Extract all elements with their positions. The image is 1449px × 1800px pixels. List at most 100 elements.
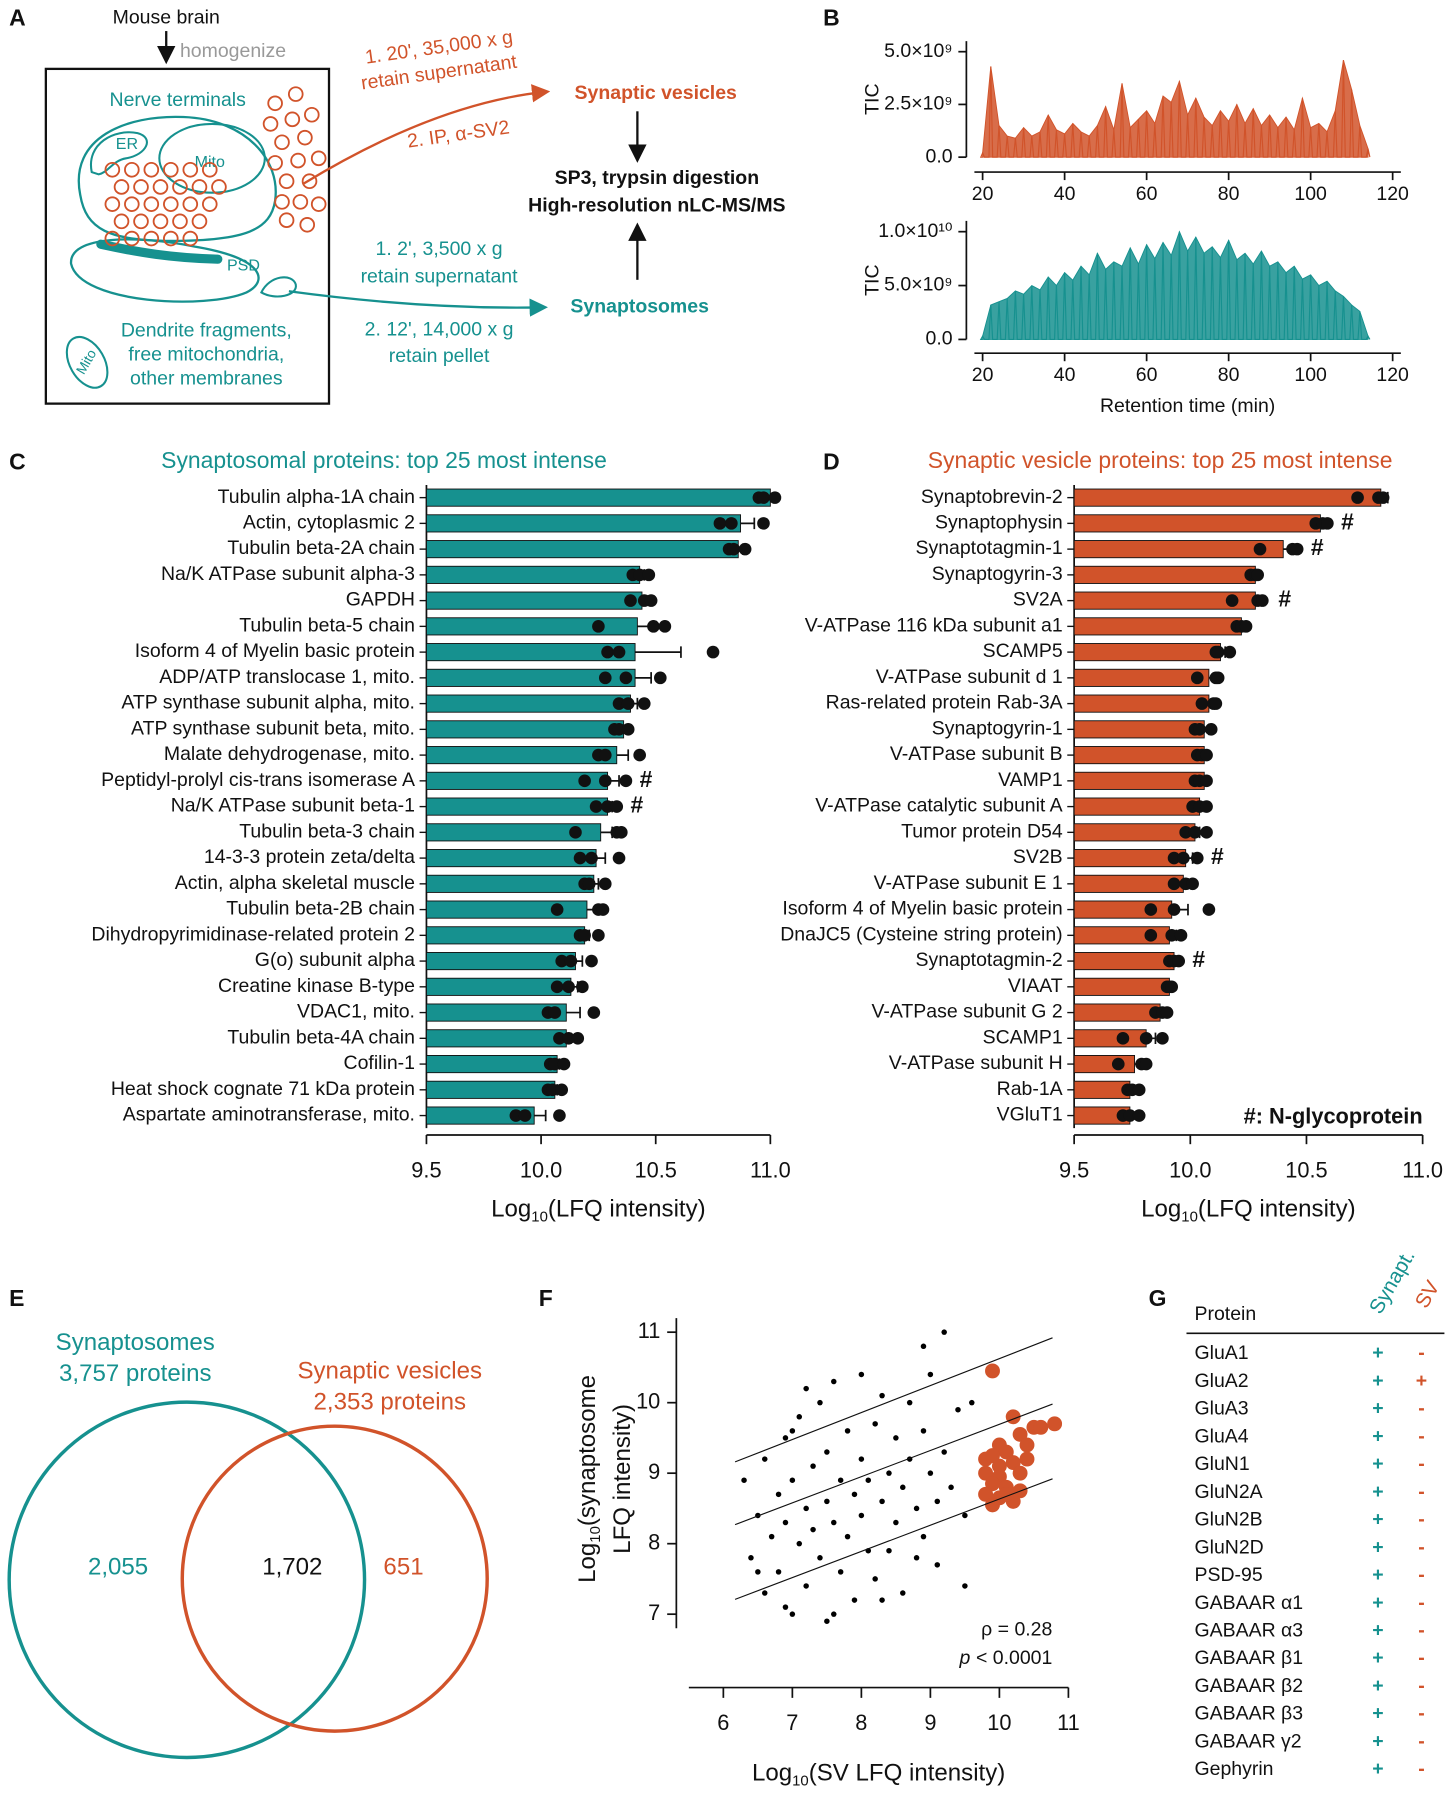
- bar: [425, 849, 597, 868]
- replicate-point: [653, 671, 667, 685]
- panel-letter: F: [539, 1285, 553, 1311]
- scatter-point: [920, 1343, 927, 1350]
- scatter-point: [978, 1486, 994, 1502]
- bar: [425, 1055, 558, 1074]
- replicate-point: [601, 645, 614, 659]
- fit-line: [734, 1337, 1053, 1463]
- x-tick-label: 11.0: [750, 1157, 791, 1182]
- x-tick-label: 9: [924, 1710, 936, 1735]
- scatter-point: [985, 1448, 1000, 1464]
- replicate-point: [1144, 903, 1158, 916]
- replicate-point: [1167, 851, 1181, 865]
- error-bar: [534, 1109, 547, 1122]
- replicate-point: [562, 1032, 575, 1045]
- scatter-point: [796, 1414, 803, 1420]
- vesicle: [172, 213, 188, 230]
- scatter-point: [941, 1329, 947, 1335]
- scatter-point: [858, 1371, 865, 1378]
- y-axis-label: TIC: [862, 264, 884, 295]
- y-tick-label: 8: [648, 1529, 660, 1554]
- venn-circle: [180, 1424, 489, 1733]
- bar: [1073, 720, 1205, 739]
- vesicle: [211, 179, 227, 195]
- replicate-point: [546, 1083, 559, 1097]
- p-value: p < 0.0001: [958, 1647, 1052, 1669]
- vesicle: [284, 111, 301, 128]
- scatter-point: [782, 1604, 789, 1610]
- x-tick-label: 11: [1057, 1710, 1080, 1735]
- analysis-step: High-resolution nLC-MS/MS: [528, 195, 785, 217]
- replicate-point: [637, 697, 651, 710]
- replicate-point: [550, 980, 564, 994]
- panel-letter: D: [823, 448, 840, 474]
- replicate-point: [1256, 594, 1269, 607]
- replicate-point: [1172, 954, 1185, 968]
- category-label: Creatine kinase B-type: [218, 975, 415, 997]
- tic-spikes: [979, 60, 1371, 158]
- synapt-presence: +: [1372, 1425, 1383, 1447]
- replicate-point: [1177, 851, 1190, 865]
- replicate-point: [582, 877, 596, 891]
- scatter-point: [872, 1421, 878, 1427]
- glyco-mark: #: [640, 766, 653, 792]
- category-label: V-ATPase subunit B: [890, 743, 1063, 765]
- panel-letter: B: [823, 5, 840, 31]
- debris-label: free mitochondria,: [128, 344, 284, 366]
- sv-presence: -: [1418, 1481, 1424, 1503]
- scatter-point: [1019, 1451, 1035, 1467]
- x-tick-label: 120: [1376, 183, 1409, 205]
- synapt-presence: +: [1372, 1703, 1383, 1725]
- sv-presence: -: [1418, 1758, 1424, 1780]
- replicate-point: [578, 929, 591, 942]
- scatter-point: [962, 1583, 968, 1589]
- annotation: ρ = 0.28: [981, 1618, 1052, 1640]
- replicate-point: [619, 774, 633, 788]
- vesicle: [124, 230, 140, 247]
- replicate-point: [1179, 826, 1192, 839]
- x-tick-label: 60: [1136, 364, 1158, 386]
- overlap-count: 1,702: [262, 1554, 322, 1581]
- bar: [1073, 1055, 1136, 1074]
- x-tick-label: 10: [987, 1710, 1011, 1735]
- postsynapse: [69, 238, 260, 303]
- replicate-point: [548, 1006, 562, 1019]
- scatter-point: [831, 1611, 837, 1617]
- replicate-point: [1223, 645, 1237, 659]
- y-axis-label: TIC: [862, 83, 884, 114]
- category-label: Ras-related protein Rab-3A: [826, 692, 1063, 714]
- replicate-point: [1195, 697, 1209, 710]
- syn-step: 1. 2', 3,500 x g: [376, 238, 503, 260]
- replicate-point: [1209, 697, 1223, 710]
- synapt-presence: +: [1372, 1647, 1383, 1669]
- error-bar: [616, 749, 630, 761]
- glyco-mark: #: [630, 792, 643, 818]
- vesicle: [133, 179, 149, 195]
- bar: [425, 977, 572, 996]
- replicate-point: [1167, 877, 1181, 891]
- synapt-presence: +: [1372, 1564, 1383, 1586]
- scatter-point: [920, 1533, 927, 1540]
- category-label: Cofilin-1: [344, 1052, 415, 1074]
- replicate-point: [1167, 903, 1181, 916]
- protein-name: GluA1: [1195, 1342, 1249, 1364]
- replicate-point: [564, 954, 578, 968]
- bar: [425, 926, 586, 945]
- replicate-point: [768, 491, 782, 504]
- protein-name: GluA2: [1195, 1370, 1249, 1392]
- venn-circle: [7, 1400, 367, 1760]
- y-axis-label-part: (synaptosome: [575, 1375, 602, 1526]
- x-axis-label-part: (SV LFQ intensity): [809, 1760, 1006, 1787]
- mito-shape: [158, 122, 266, 194]
- category-label: Synaptogyrin-3: [932, 563, 1063, 585]
- replicate-point: [757, 491, 770, 504]
- replicate-point: [1139, 1057, 1153, 1071]
- x-tick-label: 7: [786, 1710, 798, 1735]
- bar: [425, 1003, 567, 1022]
- vesicle: [172, 179, 188, 195]
- vesicle: [304, 106, 320, 123]
- scatter-point: [803, 1583, 809, 1589]
- replicate-point: [610, 800, 624, 813]
- category-label: Na/K ATPase subunit beta-1: [171, 795, 415, 817]
- category-label: Synaptotagmin-1: [915, 537, 1062, 559]
- vesicle: [301, 173, 318, 190]
